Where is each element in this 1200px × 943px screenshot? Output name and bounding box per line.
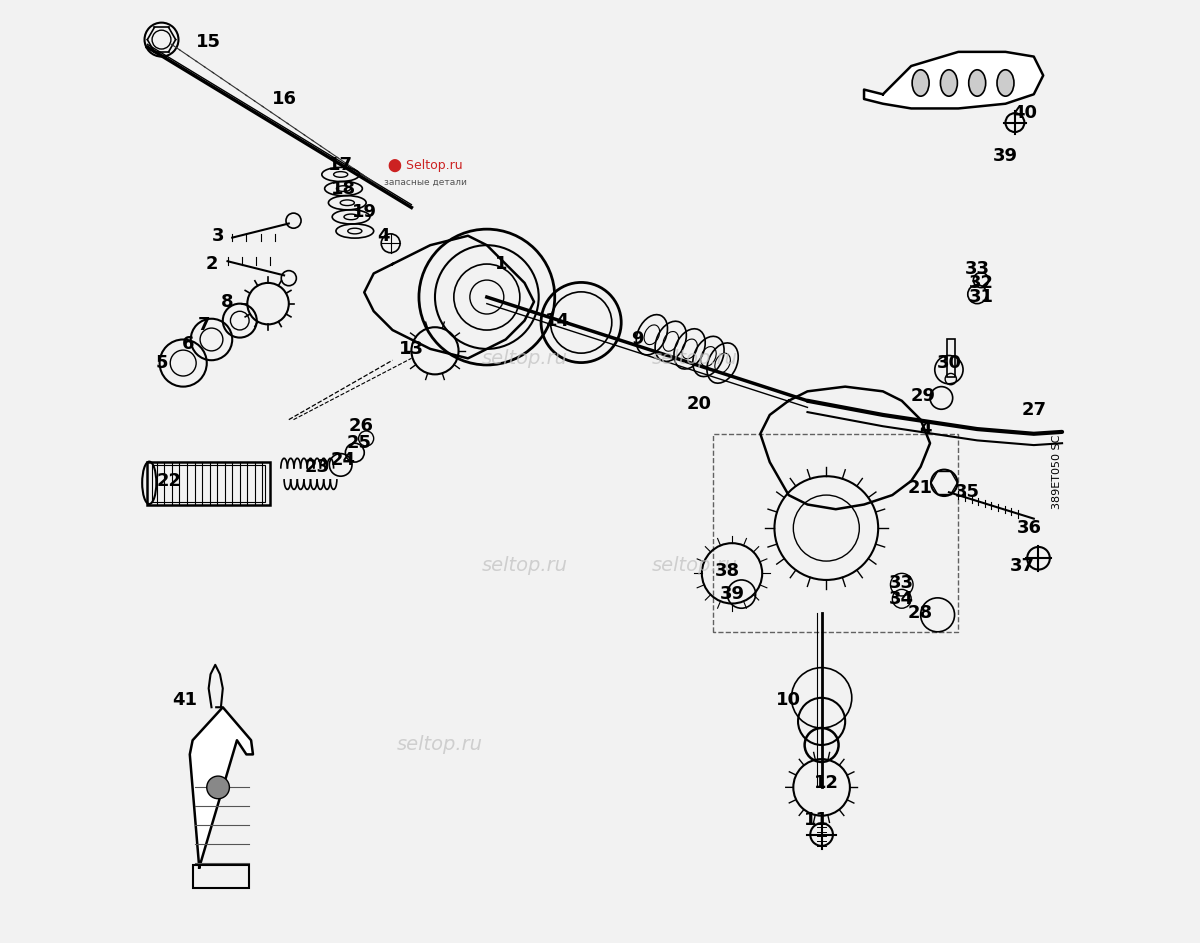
Text: seltop.ru: seltop.ru (652, 349, 737, 368)
Text: 13: 13 (398, 339, 424, 358)
Text: 10: 10 (776, 690, 802, 709)
Text: 34: 34 (889, 589, 914, 608)
Text: 37: 37 (1010, 556, 1034, 575)
Text: 15: 15 (196, 33, 221, 52)
Text: seltop.ru: seltop.ru (481, 556, 568, 575)
Text: 27: 27 (1021, 401, 1046, 420)
Text: 5: 5 (155, 354, 168, 372)
Text: 33: 33 (965, 259, 990, 278)
Text: 29: 29 (911, 387, 936, 405)
Ellipse shape (941, 70, 958, 96)
Text: 28: 28 (908, 604, 934, 622)
Bar (152, 465, 265, 502)
Text: 19: 19 (352, 203, 377, 222)
Text: 389ET050 SC: 389ET050 SC (1052, 435, 1062, 508)
Text: 23: 23 (305, 457, 330, 476)
Text: 8: 8 (221, 292, 234, 311)
Bar (193, 865, 250, 888)
Text: 26: 26 (349, 417, 374, 436)
Text: 24: 24 (331, 451, 356, 470)
Text: 41: 41 (173, 690, 198, 709)
Text: 12: 12 (814, 773, 839, 792)
Text: 31: 31 (968, 288, 994, 306)
Text: 32: 32 (968, 273, 994, 292)
Text: seltop.ru: seltop.ru (652, 556, 737, 575)
Text: 35: 35 (955, 483, 980, 502)
Bar (148, 462, 270, 505)
Text: 40: 40 (1012, 104, 1037, 123)
Text: 33: 33 (889, 573, 914, 592)
Text: ⬤ Seltop.ru: ⬤ Seltop.ru (389, 158, 463, 172)
Ellipse shape (912, 70, 929, 96)
Text: 25: 25 (347, 434, 372, 453)
Bar (947, 339, 954, 377)
Text: 36: 36 (1016, 519, 1042, 538)
Circle shape (206, 776, 229, 799)
Text: 7: 7 (198, 316, 210, 335)
Polygon shape (190, 707, 253, 868)
Text: seltop.ru: seltop.ru (397, 736, 482, 754)
Text: 21: 21 (908, 478, 934, 497)
Text: 16: 16 (271, 90, 296, 108)
Text: 22: 22 (156, 472, 181, 490)
Text: 6: 6 (181, 335, 194, 354)
Text: 2: 2 (205, 255, 217, 273)
Text: 39: 39 (992, 146, 1018, 165)
Text: seltop.ru: seltop.ru (481, 349, 568, 368)
Text: 4: 4 (377, 226, 389, 245)
Text: 18: 18 (331, 179, 356, 198)
Text: 3: 3 (212, 226, 224, 245)
Text: 4: 4 (919, 420, 931, 438)
Text: 1: 1 (494, 255, 508, 273)
Text: 14: 14 (545, 311, 570, 330)
Text: 38: 38 (715, 561, 740, 580)
Text: запасные детали: запасные детали (384, 177, 467, 187)
Polygon shape (864, 52, 1043, 108)
Ellipse shape (968, 70, 985, 96)
Text: 17: 17 (328, 156, 353, 174)
Text: 11: 11 (804, 811, 829, 830)
Text: 20: 20 (686, 394, 712, 413)
Ellipse shape (997, 70, 1014, 96)
Text: 30: 30 (936, 354, 961, 372)
Text: 39: 39 (720, 585, 744, 604)
Text: 9: 9 (631, 330, 644, 349)
